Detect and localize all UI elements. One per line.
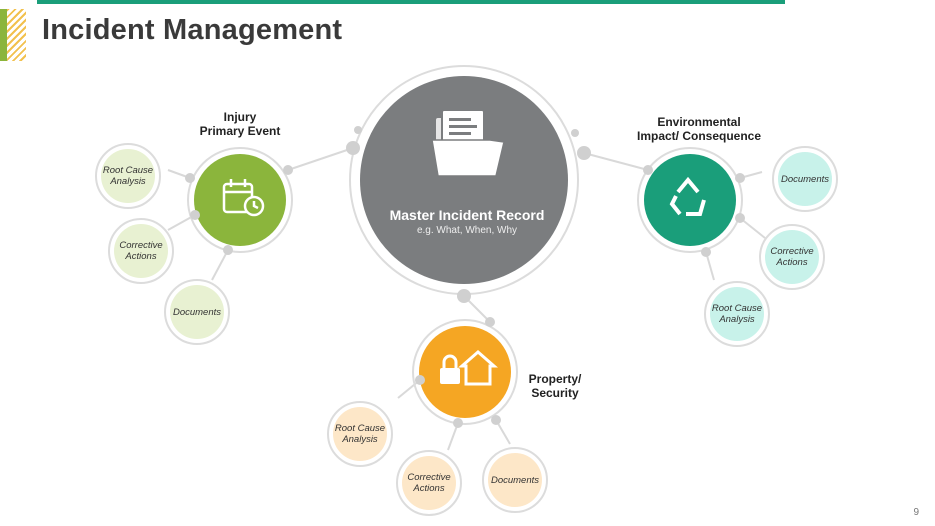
- house-lock-icon: [440, 350, 498, 386]
- hub-circle: [360, 76, 568, 284]
- connector-hub-environmental: [583, 152, 649, 171]
- hub-title: Master Incident Record: [389, 207, 545, 223]
- prop-ca-label: Corrective Actions: [407, 472, 451, 494]
- hub-node-left: [346, 141, 360, 155]
- injury-circle: [194, 154, 286, 246]
- recycle-icon: [669, 176, 706, 216]
- injury-label: Injury Primary Event: [199, 110, 281, 138]
- hub-subtitle: e.g. What, When, Why: [416, 225, 518, 236]
- connector-hub-injury: [287, 147, 354, 171]
- env-ca-circle: [765, 230, 819, 284]
- prop-rca-circle: [333, 407, 387, 461]
- environmental-ring: [637, 147, 743, 253]
- env-docs-circle: [778, 152, 832, 206]
- top-accent-bar: [37, 0, 785, 4]
- page-number: 9: [913, 507, 919, 518]
- injury-rca-label: Root Cause Analysis: [102, 165, 154, 187]
- injury-rca-circle: [101, 149, 155, 203]
- prop-ca-circle: [402, 456, 456, 510]
- document-folder-icon: [431, 109, 505, 177]
- env-docs-label: Documents: [780, 173, 830, 185]
- env-ca-label: Corrective Actions: [770, 246, 814, 268]
- injury-ca-label: Corrective Actions: [119, 240, 163, 262]
- title-decoration: [0, 9, 26, 61]
- injury-docs-label: Documents: [172, 306, 222, 318]
- connector-env-ca: [739, 217, 766, 239]
- prop-rca-label: Root Cause Analysis: [334, 423, 386, 445]
- hub-node-bottom: [457, 289, 471, 303]
- environmental-circle: [644, 154, 736, 246]
- calendar-clock-icon: [222, 179, 265, 217]
- injury-ring: [187, 147, 293, 253]
- injury-ca-circle: [114, 224, 168, 278]
- property-label: Property/ Security: [528, 372, 582, 400]
- hub-node-right: [577, 146, 591, 160]
- connector-injury-docs: [211, 249, 229, 281]
- page-title: Incident Management: [42, 14, 343, 46]
- env-rca-circle: [710, 287, 764, 341]
- env-rca-label: Root Cause Analysis: [711, 303, 763, 325]
- property-ring: [412, 319, 518, 425]
- injury-docs-circle: [170, 285, 224, 339]
- prop-docs-label: Documents: [490, 474, 540, 486]
- prop-docs-circle: [488, 453, 542, 507]
- environmental-label: Environmental Impact/ Consequence: [636, 115, 762, 143]
